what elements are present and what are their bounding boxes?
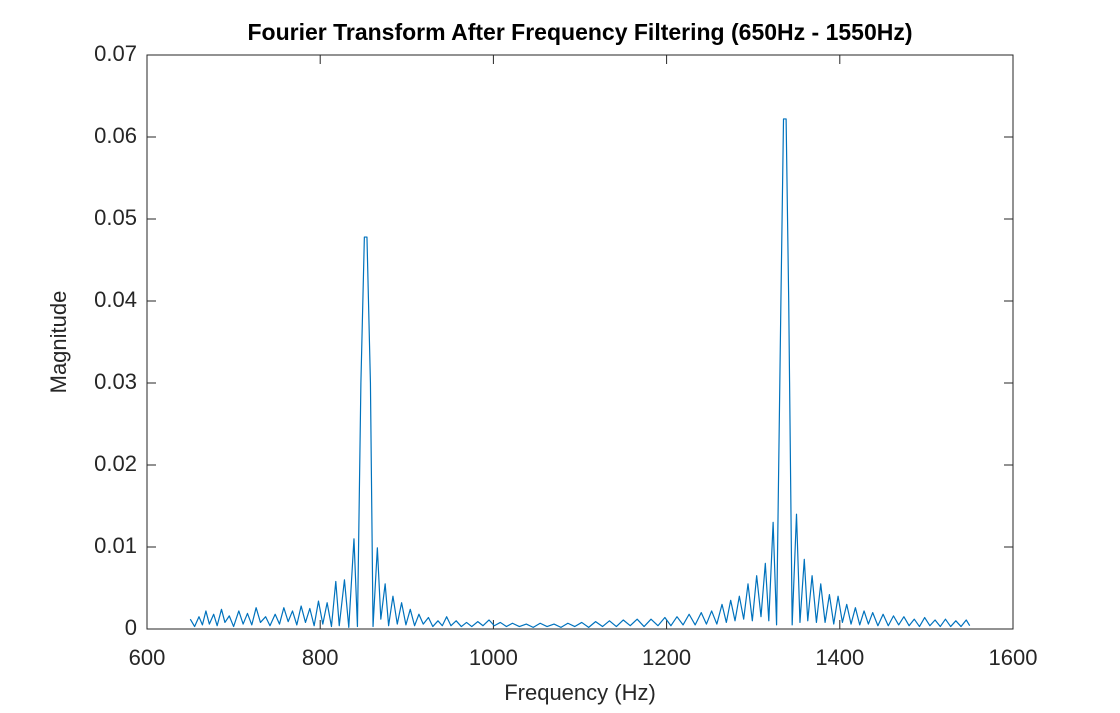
x-tick-label: 1400 xyxy=(815,645,864,670)
x-tick-label: 1600 xyxy=(989,645,1038,670)
x-tick-label: 600 xyxy=(129,645,166,670)
x-tick-label: 1200 xyxy=(642,645,691,670)
y-axis-label: Magnitude xyxy=(46,291,71,394)
line-series xyxy=(189,118,971,628)
x-axis-label: Frequency (Hz) xyxy=(504,680,656,705)
y-tick-label: 0 xyxy=(125,615,137,640)
y-tick-label: 0.07 xyxy=(94,41,137,66)
chart-title: Fourier Transform After Frequency Filter… xyxy=(247,19,912,45)
x-tick-label: 1000 xyxy=(469,645,518,670)
y-tick-label: 0.01 xyxy=(94,533,137,558)
y-tick-label: 0.04 xyxy=(94,287,137,312)
y-tick-label: 0.02 xyxy=(94,451,137,476)
y-tick-label: 0.06 xyxy=(94,123,137,148)
x-tick-label: 800 xyxy=(302,645,339,670)
y-tick-label: 0.03 xyxy=(94,369,137,394)
y-tick-label: 0.05 xyxy=(94,205,137,230)
plot-frame xyxy=(146,54,1014,630)
